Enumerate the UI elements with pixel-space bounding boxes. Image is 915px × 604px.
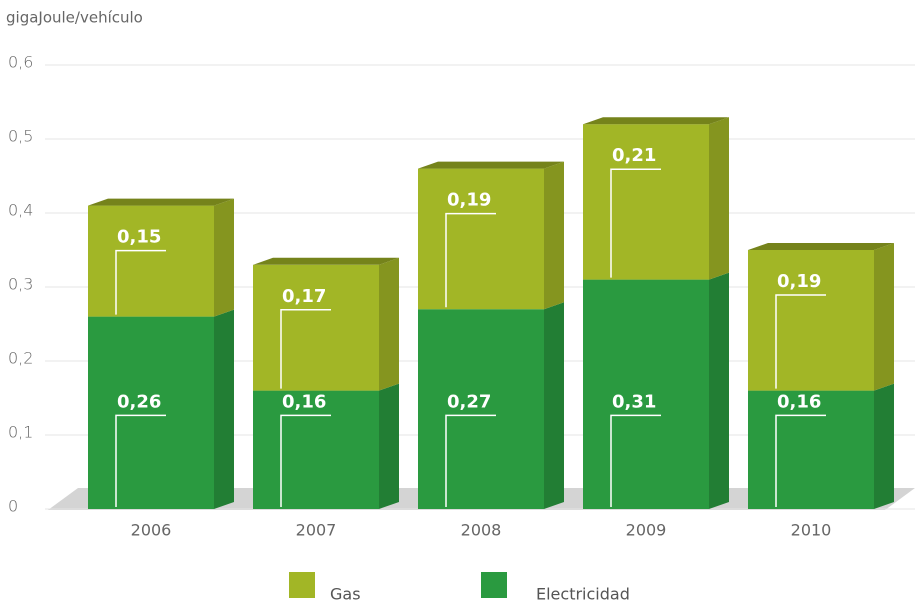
value-label: 0,27: [447, 391, 491, 412]
legend-swatch: [289, 572, 315, 598]
value-label: 0,17: [282, 286, 326, 307]
value-label: 0,31: [612, 391, 656, 412]
bar-segment: [253, 264, 379, 391]
x-tick-label: 2008: [461, 521, 502, 540]
x-tick-label: 2006: [131, 521, 172, 540]
label-leader: [445, 212, 496, 308]
value-label: 0,16: [282, 391, 326, 412]
y-tick-label: 0,3: [8, 275, 33, 294]
value-label: 0,26: [117, 391, 161, 412]
bar-segment: [418, 309, 544, 509]
label-leader: [115, 414, 166, 507]
bar-side: [544, 302, 564, 509]
bar-side: [709, 117, 729, 280]
value-label: 0,19: [777, 271, 821, 292]
y-axis-label: gigaJoule/vehículo: [6, 9, 143, 27]
x-tick-label: 2009: [626, 521, 667, 540]
bar-side: [874, 383, 894, 509]
y-tick-label: 0,4: [8, 201, 33, 220]
bar-top: [748, 243, 894, 250]
bar-side: [214, 309, 234, 509]
bar-top: [418, 161, 564, 169]
y-tick-label: 0: [8, 497, 18, 516]
label-leader: [115, 249, 166, 315]
bar-top: [88, 198, 234, 206]
bar-segment: [748, 250, 874, 391]
label-leader: [610, 168, 661, 278]
y-tick-label: 0,2: [8, 349, 33, 368]
legend-label: Electricidad: [536, 585, 630, 604]
x-tick-label: 2007: [296, 521, 337, 540]
bar-top: [583, 117, 729, 125]
bar-side: [874, 243, 894, 391]
value-label: 0,16: [777, 391, 821, 412]
label-leader: [775, 414, 826, 507]
label-leader: [280, 309, 331, 389]
y-tick-label: 0,1: [8, 423, 33, 442]
bar-segment: [253, 390, 379, 509]
bar-segment: [418, 168, 544, 310]
bar-top: [253, 257, 399, 265]
bar-segment: [88, 316, 214, 509]
value-label: 0,19: [447, 190, 491, 211]
label-leader: [775, 294, 826, 389]
y-tick-label: 0,6: [8, 53, 33, 72]
bar-side: [709, 272, 729, 509]
label-leader: [445, 414, 496, 507]
bar-side: [379, 383, 399, 509]
legend-label: Gas: [330, 585, 361, 604]
bar-segment: [88, 205, 214, 317]
bar-segment: [583, 124, 709, 280]
value-label: 0,15: [117, 227, 161, 248]
bar-segment: [583, 279, 709, 509]
bar-segment: [748, 390, 874, 509]
bar-side: [214, 198, 234, 317]
bar-side: [544, 161, 564, 310]
label-leader: [610, 414, 661, 507]
y-tick-label: 0,5: [8, 127, 33, 146]
x-tick-label: 2010: [791, 521, 832, 540]
legend-swatch: [481, 572, 507, 598]
bar-side: [379, 257, 399, 391]
label-leader: [280, 414, 331, 507]
value-label: 0,21: [612, 145, 656, 166]
